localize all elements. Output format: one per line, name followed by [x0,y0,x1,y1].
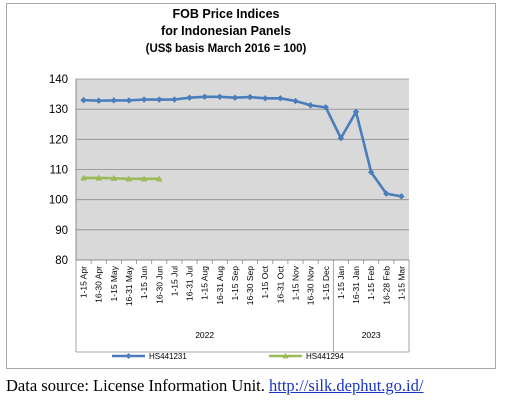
y-tick-label: 140 [49,74,68,86]
x-tick-label: 16-30 Nov [306,265,316,305]
caption-text: Data source: License Information Unit. [6,376,269,395]
data-point-HS441231 [80,96,87,104]
legend-label: HS441294 [306,352,344,361]
y-tick-label: 110 [50,165,68,177]
data-point-HS441231 [337,134,345,142]
x-tick-label: 16-31 Jul [185,266,195,301]
x-tick-label: 1-15 Sep [230,266,240,301]
x-tick-label: 1-15 Oct [260,265,270,298]
data-point-HS441231 [292,97,299,105]
x-tick-label: 16-30 Sep [245,266,255,305]
year-group-label: 2022 [195,330,214,340]
series-line-HS441294 [83,176,160,181]
x-tick-label: 16-31 Aug [215,266,225,305]
y-tick-label: 100 [49,195,68,207]
x-tick-label: 1-15 Dec [321,265,331,300]
data-source-caption: Data source: License Information Unit. h… [6,376,423,396]
data-point-HS441231 [367,169,375,176]
data-point-HS441231 [231,94,239,101]
chart-title-line-1: FOB Price Indices [173,7,280,21]
y-tick-label: 90 [55,225,68,237]
data-point-HS441231 [352,108,360,116]
y-tick-label: 120 [49,134,68,146]
source-link[interactable]: http://silk.dephut.go.id/ [269,376,424,395]
data-point-HS441231 [186,94,193,101]
data-point-HS441231 [95,97,102,104]
series-line-HS441231 [83,95,402,198]
chart-frame: FOB Price Indices for Indonesian Panels (U… [6,3,496,369]
data-point-HS441294 [140,175,148,182]
x-tick-label: 1-15 Feb [366,266,376,300]
x-tick-label: 1-15 Jun [139,266,149,299]
data-point-HS441231 [383,190,390,197]
x-tick-label: 1-15 Apr [79,266,89,298]
data-point-HS441231 [171,96,178,103]
x-tick-label: 1-15 Mar [396,266,406,300]
year-group-label: 2023 [362,330,381,340]
x-tick-label: 1-15 Jul [169,266,179,296]
chart-title-line-2: for Indonesian Panels [161,24,291,38]
data-point-HS441231 [246,93,254,101]
data-point-HS441231 [110,97,118,104]
data-point-HS441231 [216,93,223,100]
x-tick-label: 1-15 May [109,265,119,301]
legend-marker [125,353,132,359]
x-tick-label: 1-15 Nov [290,265,300,300]
data-point-HS441294 [110,174,118,181]
data-point-HS441231 [140,96,148,103]
x-tick-label: 1-15 Aug [200,266,210,300]
data-point-HS441231 [125,97,133,104]
data-point-HS441231 [262,95,269,102]
chart-title-line-3: (US$ basis March 2016 = 100) [146,43,307,55]
x-tick-label: 16-31 Oct [275,265,285,303]
x-tick-label: 1-15 Jan [336,266,346,299]
data-point-HS441231 [201,93,208,100]
x-tick-label: 16-30 Jun [154,266,164,304]
data-point-HS441294 [95,174,103,181]
x-tick-label: 16-28 Feb [381,266,391,305]
line-chart: FOB Price Indices for Indonesian Panels (U… [49,7,410,361]
x-tick-label: 16-30 Apr [94,266,104,303]
data-point-HS441231 [307,102,314,109]
data-point-HS441231 [322,104,329,111]
data-point-HS441294 [80,174,87,181]
legend-label: HS441231 [149,352,187,361]
data-point-HS441231 [277,95,284,102]
x-tick-label: 16-31 Jan [351,266,361,304]
data-point-HS441294 [155,175,163,182]
data-point-HS441231 [156,96,163,103]
y-tick-label: 130 [49,104,68,116]
legend-marker [282,352,289,359]
data-point-HS441294 [125,175,133,182]
x-tick-label: 16-31 May [124,265,134,306]
y-tick-label: 80 [55,255,68,267]
data-point-HS441231 [398,193,405,200]
